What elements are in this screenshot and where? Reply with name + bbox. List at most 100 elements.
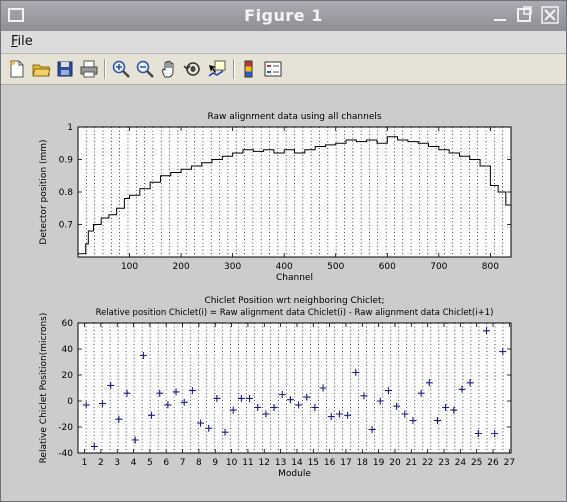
data-point (409, 417, 417, 424)
zoom-in-icon[interactable] (111, 59, 131, 79)
data-point (311, 404, 319, 411)
data-point (327, 413, 335, 421)
save-icon[interactable] (55, 59, 75, 79)
data-point (360, 392, 368, 400)
y-tick-label: 40 (62, 345, 74, 355)
data-point (156, 389, 164, 397)
data-point (286, 396, 294, 404)
data-point (499, 348, 507, 356)
data-point (450, 406, 458, 414)
menu-file-rest: ile (17, 34, 33, 49)
new-figure-icon[interactable] (7, 59, 27, 79)
title-bar[interactable]: Figure 1 (1, 1, 566, 31)
data-point (205, 424, 213, 432)
data-point (335, 410, 343, 418)
data-point (368, 426, 376, 434)
maximize-icon[interactable] (515, 6, 533, 24)
data-point (466, 379, 474, 387)
series-line (78, 136, 512, 255)
data-point (270, 404, 278, 411)
toolbar-separator (233, 59, 234, 79)
window-title: Figure 1 (244, 6, 323, 25)
data-cursor-icon[interactable] (207, 59, 227, 79)
data-point (164, 401, 172, 409)
data-point (180, 398, 188, 406)
data-point (99, 400, 107, 408)
data-point (491, 430, 499, 437)
data-point (139, 352, 147, 359)
zoom-out-icon[interactable] (135, 59, 155, 79)
data-point (115, 415, 123, 423)
x-tick-label: 19 (373, 458, 385, 468)
rotate-3d-icon[interactable] (183, 59, 203, 79)
x-tick-label: 5 (147, 458, 153, 468)
x-tick-label: 800 (482, 262, 499, 272)
chart-subtitle: Relative position Chiclet(i) = Raw align… (96, 308, 494, 318)
x-tick-label: 300 (224, 262, 241, 272)
x-tick-label: 26 (487, 458, 499, 468)
window-menu-icon[interactable] (7, 6, 25, 24)
chart-title: Chiclet Position wrt neighboring Chiclet… (204, 296, 384, 306)
x-tick-label: 600 (379, 262, 396, 272)
legend-icon[interactable] (263, 59, 283, 79)
x-tick-label: 25 (471, 458, 482, 468)
chart-title: Raw alignment data using all channels (207, 112, 381, 122)
colorbar-icon[interactable] (239, 59, 259, 79)
data-point (482, 327, 490, 335)
x-tick-label: 6 (163, 458, 169, 468)
data-point (344, 411, 352, 419)
data-point (90, 443, 98, 450)
print-icon[interactable] (79, 59, 99, 79)
x-tick-label: 13 (275, 458, 286, 468)
data-point (237, 394, 245, 402)
y-tick-label: 0 (67, 397, 73, 407)
data-point (82, 401, 90, 409)
data-point (401, 410, 409, 418)
data-point (254, 404, 262, 411)
toolbar-separator (104, 59, 105, 79)
y-tick-label: 0.7 (59, 221, 73, 231)
close-icon[interactable] (541, 6, 559, 24)
x-tick-label: 27 (504, 458, 515, 468)
open-file-icon[interactable] (31, 59, 51, 79)
data-point (319, 384, 327, 392)
plot-frame (77, 126, 512, 258)
x-tick-label: 22 (422, 458, 433, 468)
data-point (172, 388, 180, 396)
data-point (229, 406, 237, 414)
x-tick-label: 3 (114, 458, 120, 468)
data-point (188, 387, 196, 395)
plot-frame (77, 322, 512, 454)
minimize-icon[interactable] (491, 6, 509, 24)
y-tick-label: 0.8 (59, 188, 74, 198)
data-point (148, 411, 156, 419)
data-point (425, 379, 433, 387)
x-axis-label: Module (278, 469, 311, 479)
x-tick-label: 14 (291, 458, 303, 468)
x-tick-label: 18 (357, 458, 369, 468)
data-point (213, 394, 221, 402)
chart-raw-alignment[interactable]: Raw alignment data using all channels 100… (1, 85, 566, 285)
y-tick-label: -20 (58, 423, 73, 433)
data-point (107, 381, 115, 389)
chart-relative-position[interactable]: Chiclet Position wrt neighboring Chiclet… (1, 85, 566, 501)
x-tick-label: 17 (340, 458, 351, 468)
x-tick-label: 9 (212, 458, 218, 468)
menu-file[interactable]: File (11, 34, 33, 49)
data-point (221, 428, 229, 436)
data-point (474, 430, 482, 437)
x-tick-label: 21 (406, 458, 417, 468)
x-tick-label: 15 (308, 458, 319, 468)
data-point (123, 389, 131, 397)
x-tick-label: 10 (226, 458, 238, 468)
y-tick-label: 60 (62, 319, 74, 329)
y-tick-label: -40 (58, 449, 73, 459)
y-tick-label: 20 (62, 371, 74, 381)
x-tick-label: 16 (324, 458, 336, 468)
pan-hand-icon[interactable] (159, 59, 179, 79)
x-tick-label: 2 (98, 458, 104, 468)
data-point (417, 389, 425, 397)
x-tick-label: 4 (131, 458, 137, 468)
y-axis-label: Detector position (mm) (39, 139, 49, 244)
